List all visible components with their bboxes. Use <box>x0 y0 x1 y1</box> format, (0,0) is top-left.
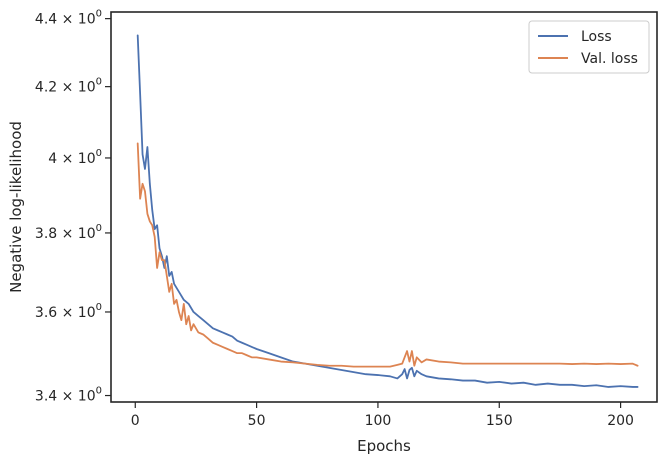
y-tick-label: 4.2 × 100 <box>35 77 102 96</box>
series-line-val-loss <box>136 142 639 368</box>
plot-frame <box>110 11 658 403</box>
series-line-loss <box>136 34 639 388</box>
legend-box <box>528 20 650 74</box>
x-tick-label: 50 <box>248 413 266 429</box>
y-axis-label: Negative log-likelihood <box>7 121 25 293</box>
legend: Loss Val. loss <box>528 20 650 74</box>
x-tick-label: 0 <box>131 413 140 429</box>
y-tick-label: 3.6 × 100 <box>35 302 102 321</box>
x-tick-label: 150 <box>486 413 513 429</box>
legend-label: Loss <box>581 29 612 45</box>
y-tick-label: 4.4 × 100 <box>35 9 102 28</box>
y-tick-label: 3.4 × 100 <box>35 386 102 405</box>
y-tick-label: 4 × 100 <box>48 148 102 167</box>
x-tick-label: 100 <box>365 413 392 429</box>
legend-label: Val. loss <box>581 51 638 67</box>
y-tick-label: 3.8 × 100 <box>35 223 102 242</box>
x-axis-label: Epochs <box>357 437 411 455</box>
x-tick-label: 200 <box>607 413 634 429</box>
